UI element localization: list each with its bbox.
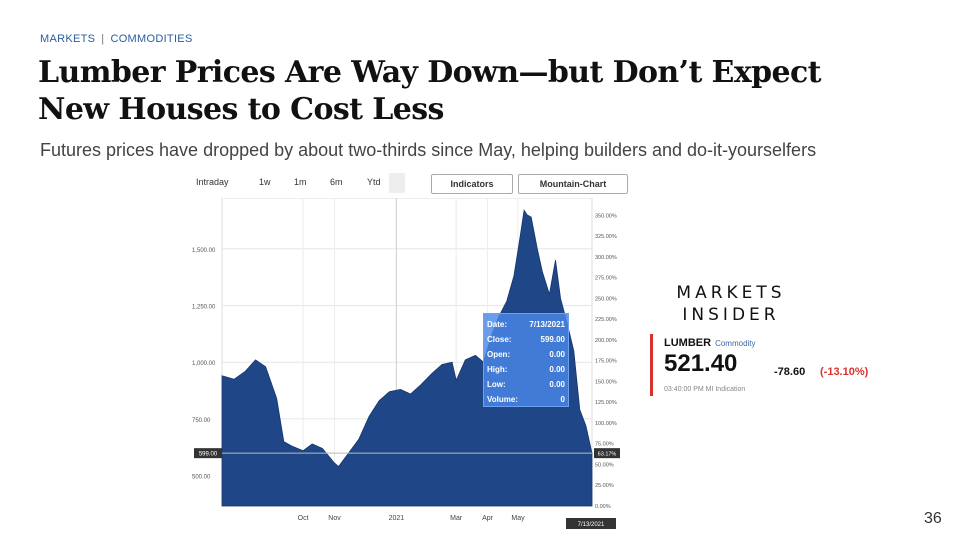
quote-accent-bar [650,334,653,396]
y-tick-label: 1,000.00 [192,361,216,367]
x-tick-label: Mar [450,515,463,522]
price-area-series [221,209,593,507]
markets-insider-logo: MARKETS INSIDER [676,283,786,325]
quote-name-label: LUMBER [664,337,712,349]
tooltip-row-low: Low: 0.00 [487,380,565,389]
quote-name: LUMBER Commodity [664,337,756,349]
timeframe-intraday[interactable]: Intraday [196,177,229,187]
quote-change-pct: (-13.10%) [820,366,869,378]
chart-tooltip: Date: 7/13/2021 Close: 599.00 Open: 0.00 Hi… [483,313,569,407]
pct-tick-label: 275.00% [595,276,617,282]
pct-tick-label: 250.00% [595,296,617,302]
last-value-badge [194,448,222,459]
y-tick-label: 1,250.00 [192,305,216,311]
last-date-label: 7/13/2021 [578,522,605,528]
y-tick-label: 750.00 [192,418,211,424]
y-tick-label: 500.00 [192,475,211,481]
timeframe-6m[interactable]: 6m [330,177,343,187]
quote-time: 03:40:00 PM MI Indication [664,386,746,393]
pct-tick-label: 150.00% [595,379,617,385]
quote-change: -78.60 [774,366,806,378]
headline: Lumber Prices Are Way Down—but Don’t Exp… [38,55,822,127]
timeframe-1m[interactable]: 1m [294,177,307,187]
tooltip-row-close: Close: 599.00 [487,335,565,344]
last-value-label: 599.00 [199,452,218,458]
pct-tick-label: 25.00% [595,483,614,489]
breadcrumb-section[interactable]: MARKETS [40,33,96,45]
x-tick-label: Apr [482,515,494,522]
x-tick-label: 2021 [389,515,405,522]
pct-tick-label: 300.00% [595,255,617,261]
timeframe-1w[interactable]: 1w [259,177,271,187]
page-number: 36 [924,510,942,527]
chart-type-button[interactable]: Mountain-Chart [518,174,628,194]
x-tick-label: Nov [328,515,341,522]
y-tick-label: 1,500.00 [192,248,216,254]
breadcrumb-subsection[interactable]: COMMODITIES [110,33,193,45]
pct-tick-label: 200.00% [595,338,617,344]
last-date-badge [566,518,616,529]
last-pct-label: 63.17% [598,452,617,458]
pct-tick-label: 75.00% [595,442,614,448]
x-tick-label: May [511,515,525,522]
tooltip-row-volume: Volume: 0 [487,395,565,404]
breadcrumb: MARKETS | COMMODITIES [40,33,193,45]
pct-tick-label: 325.00% [595,234,617,240]
quote-price: 521.40 [664,350,738,377]
dek: Futures prices have dropped by about two… [40,140,817,160]
x-tick-label: Oct [298,515,309,522]
pct-tick-label: 100.00% [595,421,617,427]
pct-tick-label: 50.00% [595,462,614,468]
breadcrumb-separator: | [101,33,105,45]
last-pct-badge [594,448,620,459]
tooltip-row-open: Open: 0.00 [487,350,565,359]
pct-tick-label: 125.00% [595,400,617,406]
indicators-button[interactable]: Indicators [431,174,513,194]
pct-tick-label: 225.00% [595,317,617,323]
timeframe-more[interactable] [389,173,405,193]
pct-tick-label: 350.00% [595,213,617,219]
tooltip-row-high: High: 0.00 [487,365,565,374]
quote-type: Commodity [715,339,756,348]
tooltip-row-date: Date: 7/13/2021 [487,320,565,329]
pct-tick-label: 175.00% [595,359,617,365]
timeframe-ytd[interactable]: Ytd [367,177,381,187]
pct-tick-label: 0.00% [595,504,611,510]
